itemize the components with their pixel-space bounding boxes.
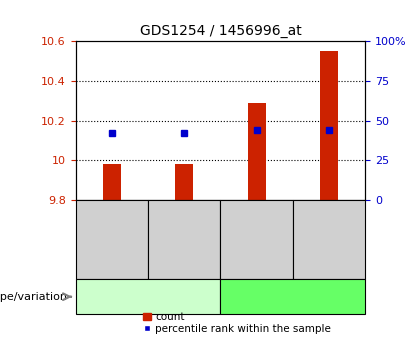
Bar xyxy=(248,103,266,200)
Legend: count, percentile rank within the sample: count, percentile rank within the sample xyxy=(139,308,336,338)
Text: SOCS3 null: SOCS3 null xyxy=(260,290,326,303)
Text: GSM40013: GSM40013 xyxy=(324,211,334,268)
Text: genotype/variation: genotype/variation xyxy=(0,292,67,302)
Text: GSM40010: GSM40010 xyxy=(107,211,117,268)
Text: wild type: wild type xyxy=(121,290,175,303)
Bar xyxy=(320,51,338,200)
Text: GSM40011: GSM40011 xyxy=(179,211,189,268)
Bar xyxy=(175,164,193,200)
Title: GDS1254 / 1456996_at: GDS1254 / 1456996_at xyxy=(139,23,302,38)
Text: GSM40012: GSM40012 xyxy=(252,211,262,268)
Bar xyxy=(103,164,121,200)
